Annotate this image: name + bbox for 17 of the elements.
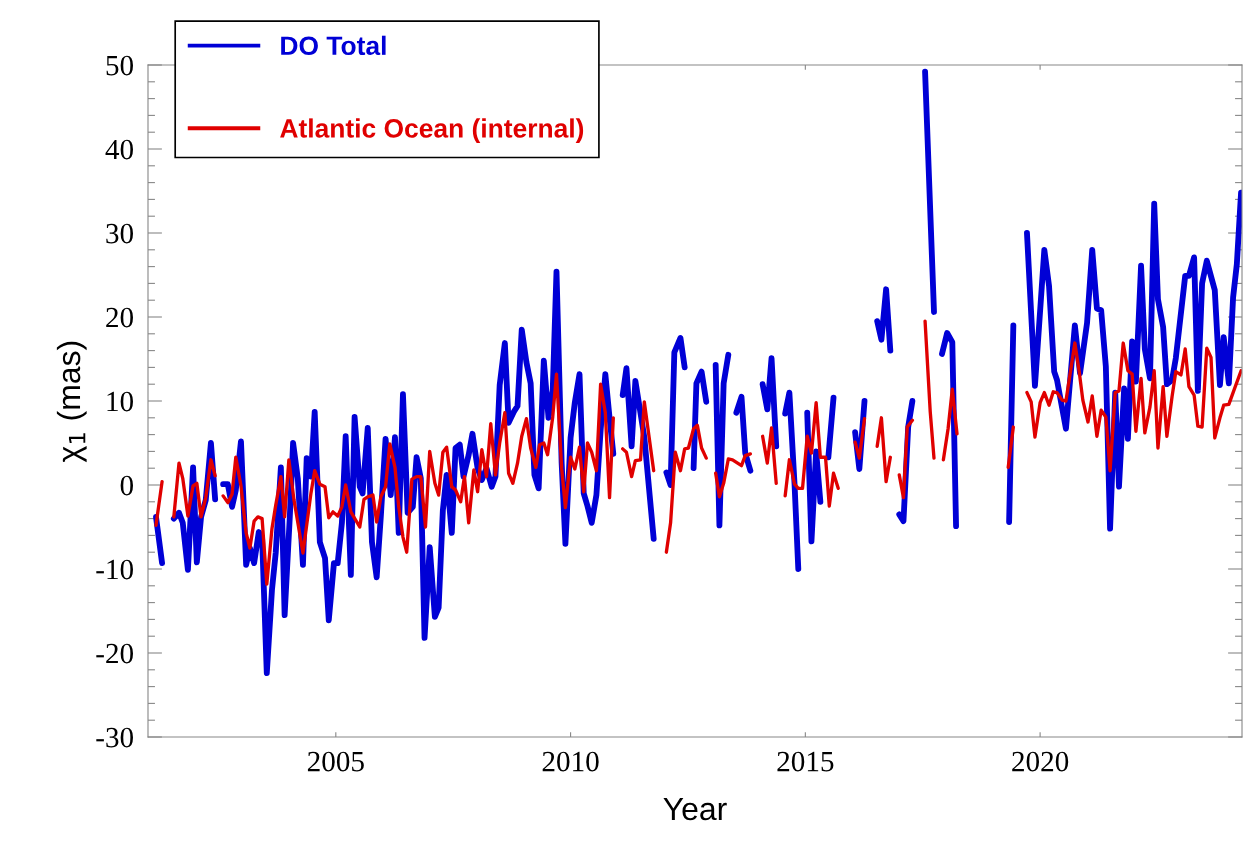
legend-label: Atlantic Ocean (internal): [280, 118, 584, 143]
y-tick-label: 0: [120, 475, 133, 496]
y-tick-label: -10: [96, 559, 133, 580]
legend-label: DO Total: [281, 35, 386, 56]
x-tick-label: 2005: [307, 751, 364, 772]
y-tick-label: 50: [106, 55, 133, 76]
x-axis-title: Year: [663, 797, 727, 821]
x-tick-label: 2015: [777, 751, 834, 772]
y-tick-label: 30: [106, 223, 133, 244]
x-tick-label: 2010: [542, 751, 599, 772]
y-tick-label: 10: [107, 391, 133, 412]
y-tick-label: -20: [96, 643, 133, 664]
x-tick-label: 2020: [1012, 751, 1069, 772]
y-tick-label: 40: [105, 139, 133, 160]
y-axis-title: χ$_{1}$ (mas): [56, 341, 87, 463]
y-tick-label: 20: [106, 307, 133, 328]
y-tick-label: -30: [96, 727, 133, 748]
